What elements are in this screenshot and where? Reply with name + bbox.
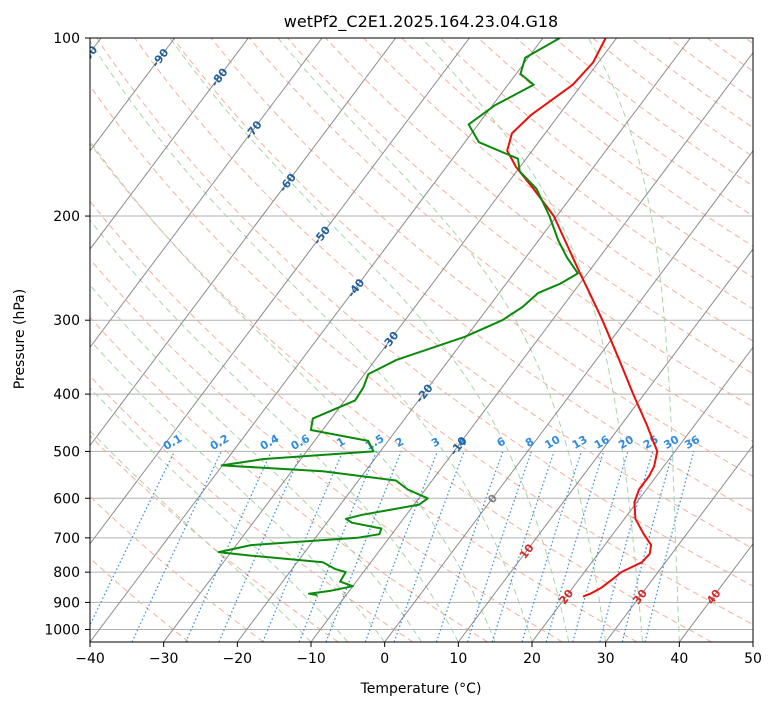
y-tick-label: 600 [53,491,80,507]
y-tick-label: 500 [53,444,80,460]
mixing-ratio-line [298,451,378,642]
dry-adiabat [248,38,753,443]
moist-adiabat [587,38,680,642]
y-tick-label: 700 [53,531,80,547]
x-tick-label: −10 [296,651,326,667]
moist-adiabat [90,219,459,642]
isotherm-line [90,38,249,250]
dry-adiabat [96,38,753,587]
mixing-ratio-line [521,451,583,642]
isotherm-line [90,38,470,545]
x-tick-label: 10 [449,651,467,667]
mixing-ratio-line [393,451,465,642]
moist-adiabat [90,284,422,642]
mixing-ratio-line [262,451,344,642]
moist-adiabat [90,140,496,642]
moist-adiabat [90,429,312,642]
moist-adiabat [90,339,386,642]
x-tick-label: 40 [670,651,688,667]
mixing-ratio-line [466,451,533,642]
mixing-ratio-line [435,451,504,642]
moist-adiabat [90,40,533,642]
mixing-ratio-line [545,451,605,642]
y-tick-label: 200 [53,209,80,225]
y-tick-label: 100 [53,31,80,47]
mixing-ratio-line [599,451,654,642]
plot-frame [89,37,754,643]
dry-adiabat [172,38,753,513]
x-tick-label: 20 [523,651,541,667]
y-tick-label: 1000 [44,622,80,638]
y-tick-label: 900 [53,595,80,611]
y-tick-label: 800 [53,565,80,581]
dry-adiabat [90,200,638,642]
moist-adiabat [169,38,570,642]
x-tick-label: 30 [597,651,615,667]
x-tick-label: −40 [75,651,105,667]
dry-adiabat [90,84,753,626]
dewpoint-profile-line [217,38,579,597]
mixing-ratio-line [621,451,674,642]
dry-adiabat [363,38,753,342]
y-tick-label: 300 [53,313,80,329]
temperature-profile-line [506,38,659,598]
x-tick-label: −20 [223,651,253,667]
isotherm-line [90,38,397,447]
mixing-ratio-line [491,451,555,642]
mixing-ratio-line [572,451,629,642]
y-axis-label: Pressure (hPa) [12,289,28,389]
isotherm-line [310,51,753,642]
x-tick-label: −30 [149,651,179,667]
dry-adiabat [90,375,414,642]
dry-adiabat [401,38,753,310]
isotherm-line [163,38,618,642]
dry-adiabat [90,258,563,642]
y-tick-label: 400 [53,387,80,403]
isotherm-line [90,38,176,152]
isotherm-line [90,38,323,349]
moist-adiabat [277,38,607,642]
mixing-ratio-line [218,451,303,642]
mixing-ratio-line [325,451,402,642]
isotherm-line [457,248,753,642]
isotherm-line [531,346,753,642]
x-axis-label: Temperature (°C) [360,681,482,697]
x-tick-label: 0 [380,651,389,667]
isotherm-line [90,38,544,642]
dry-adiabat [210,38,753,477]
mixing-ratio-line [185,451,272,642]
chart-title: wetPf2_C2E1.2025.164.23.04.G18 [284,12,558,32]
mixing-ratio-line [644,451,695,642]
moist-adiabat [90,387,349,642]
dry-adiabat [90,142,712,642]
isotherm-line [605,444,753,642]
x-tick-label: 50 [744,651,762,667]
